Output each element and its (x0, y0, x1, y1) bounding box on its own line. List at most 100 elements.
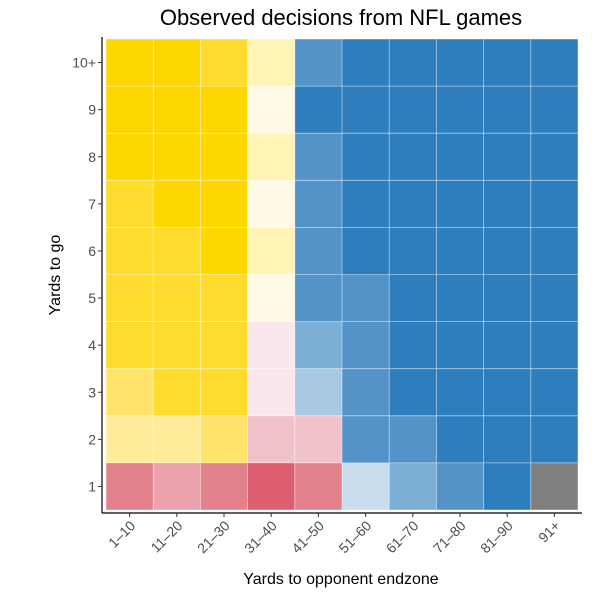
heatmap-cell (153, 180, 201, 228)
heatmap-cell (530, 321, 578, 369)
heatmap-cell (200, 133, 248, 181)
heatmap-cell (483, 415, 531, 463)
heatmap-cell (483, 133, 531, 181)
x-tick-label: 81–90 (477, 517, 516, 556)
y-tick-label: 7 (88, 196, 96, 212)
x-tick-label: 51–60 (335, 517, 374, 556)
heatmap-cell (106, 321, 154, 369)
heatmap-cell (247, 415, 295, 463)
y-tick-label: 9 (88, 102, 96, 118)
y-tick-label: 10+ (72, 55, 96, 71)
y-tick-label: 6 (88, 243, 96, 259)
heatmap-cell (153, 39, 201, 87)
x-axis-title: Yards to opponent endzone (243, 571, 439, 588)
heatmap-cell (247, 321, 295, 369)
heatmap-cell (342, 180, 390, 228)
heatmap-cell (483, 86, 531, 134)
heatmap-cell (106, 368, 154, 416)
heatmap-cell (342, 462, 390, 510)
y-tick-labels: 1 2 3 4 5 6 7 8 9 10+ (72, 55, 96, 495)
heatmap-cell (294, 39, 342, 87)
x-tick-label: 21–30 (194, 517, 233, 556)
heatmap-cell (483, 227, 531, 275)
heatmap-cell (247, 39, 295, 87)
heatmap-cell (436, 462, 484, 510)
heatmap-cell (153, 227, 201, 275)
heatmap-cell (483, 462, 531, 510)
heatmap-cell (483, 39, 531, 87)
heatmap-cell (530, 86, 578, 134)
x-tick-label: 91+ (535, 517, 563, 545)
heatmap-cell (530, 180, 578, 228)
heatmap-cell (530, 415, 578, 463)
heatmap-cell (247, 462, 295, 510)
y-tick-label: 3 (88, 384, 96, 400)
gridlines (105, 38, 579, 511)
heatmap-cell (106, 180, 154, 228)
heatmap-cell (389, 133, 437, 181)
heatmap-cell (483, 321, 531, 369)
heatmap-cell (436, 415, 484, 463)
heatmap-cell (436, 274, 484, 322)
heatmap-cell (342, 133, 390, 181)
heatmap-cell (200, 39, 248, 87)
heatmap-cell (153, 368, 201, 416)
y-tick-label: 1 (88, 478, 96, 494)
heatmap-cell (247, 133, 295, 181)
heatmap-cell (436, 368, 484, 416)
y-tick-label: 4 (88, 337, 96, 353)
heatmap-cell (200, 274, 248, 322)
y-tick-label: 8 (88, 149, 96, 165)
heatmap-cell (294, 180, 342, 228)
heatmap-cell (153, 86, 201, 134)
heatmap-cell (200, 227, 248, 275)
heatmap-cell (436, 133, 484, 181)
heatmap-cell (342, 321, 390, 369)
heatmap-cell (247, 368, 295, 416)
heatmap-cell (530, 368, 578, 416)
heatmap-cell (153, 133, 201, 181)
heatmap-cell (436, 86, 484, 134)
heatmap-cell (342, 39, 390, 87)
heatmap-cell (247, 86, 295, 134)
heatmap-cell (389, 462, 437, 510)
heatmap-cell (342, 368, 390, 416)
heatmap-cell (436, 321, 484, 369)
heatmap-cell (483, 180, 531, 228)
heatmap-cell (106, 39, 154, 87)
heatmap-cell (247, 227, 295, 275)
y-axis-title: Yards to go (47, 235, 64, 316)
heatmap-cell (200, 462, 248, 510)
heatmap-cell (389, 227, 437, 275)
x-tick-label: 41–50 (288, 517, 327, 556)
heatmap-cell (153, 415, 201, 463)
y-tick-label: 2 (88, 431, 96, 447)
x-tick-label: 11–20 (147, 517, 185, 555)
heatmap-cell (530, 274, 578, 322)
heatmap-cell (294, 133, 342, 181)
heatmap-cell (294, 462, 342, 510)
heatmap-cell (483, 274, 531, 322)
chart-title: Observed decisions from NFL games (160, 5, 522, 30)
heatmap-cell (389, 415, 437, 463)
axes (98, 37, 582, 517)
x-tick-label: 61–70 (383, 517, 422, 556)
heatmap-cells (106, 39, 578, 510)
heatmap-cell (436, 39, 484, 87)
heatmap-cell (389, 368, 437, 416)
heatmap-cell (200, 86, 248, 134)
heatmap-cell (436, 180, 484, 228)
heatmap-cell (247, 274, 295, 322)
heatmap-cell (294, 321, 342, 369)
heatmap-cell (530, 133, 578, 181)
x-tick-label: 1–10 (105, 517, 138, 550)
heatmap-cell (389, 321, 437, 369)
heatmap-cell (530, 39, 578, 87)
x-tick-label: 31–40 (241, 517, 280, 556)
x-tick-labels: 1–10 11–20 21–30 31–40 41–50 51–60 61–70 71–80 8… (105, 517, 563, 556)
heatmap-cell (436, 227, 484, 275)
heatmap-cell (153, 462, 201, 510)
x-tick-label: 71–80 (430, 517, 469, 556)
heatmap-cell (294, 415, 342, 463)
